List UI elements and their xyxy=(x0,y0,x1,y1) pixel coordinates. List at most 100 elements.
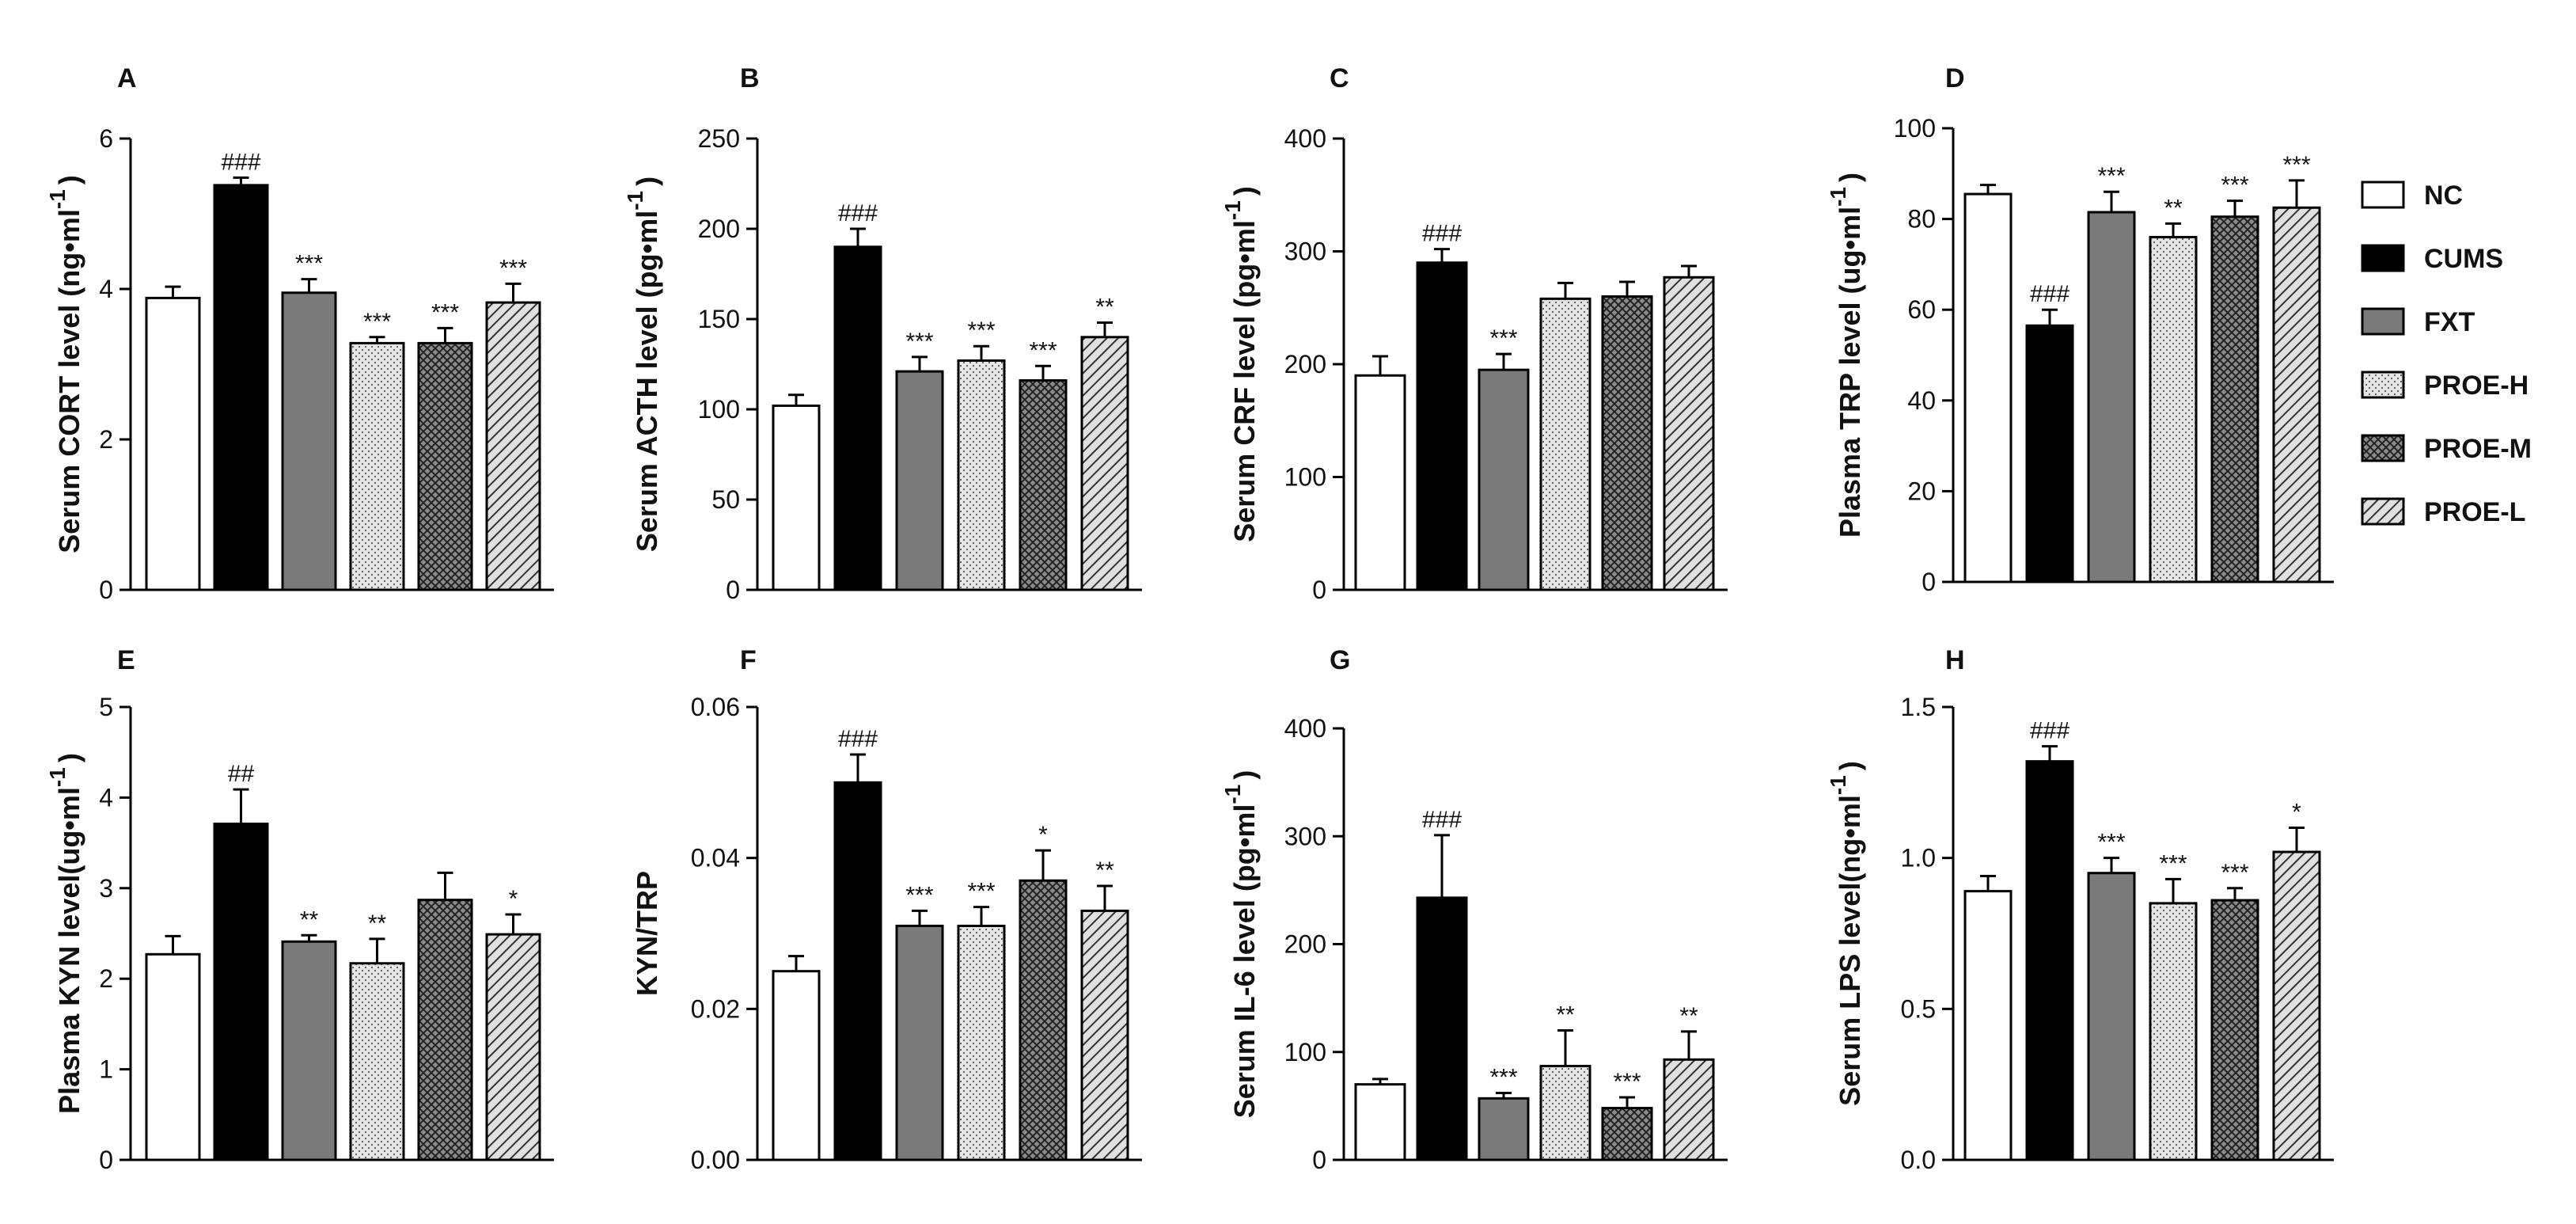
bar-proe-l xyxy=(485,933,541,1161)
bar-proe-l xyxy=(2272,850,2321,1161)
significance-label: ** xyxy=(1556,1002,1575,1028)
significance-label: *** xyxy=(295,251,323,277)
bar-proe-m xyxy=(2210,899,2259,1161)
bar-cums xyxy=(833,245,882,591)
y-axis-title: Serum CORT level (ng•ml-1) xyxy=(45,175,85,553)
bar-fxt xyxy=(895,924,944,1161)
significance-label: ** xyxy=(2164,195,2183,221)
significance-label: *** xyxy=(905,882,933,908)
y-tick-label: 50 xyxy=(711,485,740,514)
panel-label: C xyxy=(1330,63,1349,93)
y-tick-label: 1.5 xyxy=(1901,693,1936,721)
bar-proe-h xyxy=(2149,902,2198,1161)
significance-label: *** xyxy=(2282,152,2310,178)
bar-nc xyxy=(772,970,821,1161)
legend-swatch xyxy=(2361,307,2405,336)
bar-proe-l xyxy=(1663,276,1715,591)
legend-label: PROE-H xyxy=(2424,371,2529,401)
bar-proe-m xyxy=(417,899,473,1161)
y-tick-label: 400 xyxy=(1284,124,1326,153)
bar-nc xyxy=(145,296,201,591)
significance-label: *** xyxy=(905,329,933,355)
significance-label: ** xyxy=(1679,1003,1698,1029)
bar-proe-l xyxy=(2272,206,2321,583)
bar-proe-h xyxy=(2149,236,2198,583)
significance-label: *** xyxy=(499,255,527,281)
bar-proe-l xyxy=(1080,909,1129,1161)
legend-swatch xyxy=(2361,497,2405,526)
legend-item-fxt: FXT xyxy=(2361,307,2475,337)
legend-swatch xyxy=(2361,244,2405,272)
legend-swatch xyxy=(2361,434,2405,462)
bar-proe-m xyxy=(1601,1107,1653,1161)
y-axis-title-main: Serum CRF level (pg•ml xyxy=(1228,220,1261,542)
panel-label: F xyxy=(740,645,757,675)
y-tick-label: 100 xyxy=(698,395,740,424)
bar-nc xyxy=(145,952,201,1161)
panel-label: G xyxy=(1330,645,1350,675)
y-tick-label: 3 xyxy=(99,874,113,903)
legend-swatch xyxy=(2361,371,2405,399)
y-tick-label: 400 xyxy=(1284,714,1326,743)
bar-fxt xyxy=(1478,368,1530,591)
significance-label: * xyxy=(509,886,518,912)
y-tick-label: 0 xyxy=(99,1146,113,1174)
y-axis-title-close: ) xyxy=(631,177,663,186)
legend: NC CUMS FXT PROE-H PROE-M PROE-L xyxy=(2361,181,2532,527)
y-tick-label: 1.0 xyxy=(1901,844,1936,872)
y-axis-title: Plasma TRP level (ug•ml-1) xyxy=(1826,173,1866,538)
panel-c: C ### *** 0 100 200 300 400 Serum CRF level (pg•… xyxy=(1220,63,1728,604)
bar-proe-h xyxy=(349,962,405,1161)
legend-label: FXT xyxy=(2424,307,2475,337)
y-tick-label: 4 xyxy=(99,275,113,303)
y-tick-label: 100 xyxy=(1284,463,1326,492)
y-tick-label: 100 xyxy=(1894,114,1936,143)
bar-cums xyxy=(833,781,882,1161)
y-axis-title-main: Serum ACTH level (pg•ml xyxy=(631,211,663,552)
significance-label: *** xyxy=(2221,860,2248,886)
panel-label: E xyxy=(117,645,135,675)
y-axis-title: KYN/TRP xyxy=(631,871,663,996)
y-axis-title-main: Plasma TRP level (ug•ml xyxy=(1834,207,1866,538)
y-tick-label: 200 xyxy=(1284,930,1326,959)
y-axis-title-superscript: -1 xyxy=(1220,785,1245,804)
bar-proe-h xyxy=(957,924,1006,1161)
significance-label: ### xyxy=(838,726,878,752)
y-axis-title: Serum IL-6 level (pg•ml-1) xyxy=(1220,770,1261,1119)
bar-proe-l xyxy=(1663,1058,1715,1161)
y-tick-label: 300 xyxy=(1284,822,1326,850)
y-axis-title-main: Serum CORT level (ng•ml xyxy=(53,209,85,553)
bar-cums xyxy=(213,823,269,1161)
significance-label: *** xyxy=(2221,173,2248,199)
significance-label: *** xyxy=(2097,830,2125,856)
y-tick-label: 40 xyxy=(1907,386,1936,415)
y-tick-label: 0 xyxy=(1312,1146,1326,1174)
y-axis-title-main: Plasma KYN level(ug•ml xyxy=(53,787,85,1114)
y-tick-label: 80 xyxy=(1907,205,1936,234)
y-tick-label: 150 xyxy=(698,305,740,333)
panel-a: A ### *** *** *** *** 0 2 4 6 Serum CORT level (ng… xyxy=(45,63,554,604)
bar-proe-l xyxy=(1080,336,1129,591)
bar-fxt xyxy=(2087,211,2136,583)
bar-nc xyxy=(772,404,821,591)
y-axis-title-superscript: -1 xyxy=(45,767,70,787)
significance-label: ## xyxy=(228,761,255,787)
significance-label: ** xyxy=(1095,295,1114,321)
significance-label: *** xyxy=(1613,1069,1641,1095)
y-tick-label: 6 xyxy=(99,124,113,153)
y-axis-title-main: Serum LPS level(ng•ml xyxy=(1834,795,1866,1106)
legend-item-cums: CUMS xyxy=(2361,244,2503,274)
legend-swatch xyxy=(2361,181,2405,209)
y-tick-label: 2 xyxy=(99,964,113,993)
y-axis-title-superscript: -1 xyxy=(623,191,647,211)
y-tick-label: 250 xyxy=(698,124,740,153)
significance-label: *** xyxy=(967,879,995,905)
significance-label: ### xyxy=(1422,221,1462,247)
y-axis-title-close: ) xyxy=(1228,770,1261,780)
y-axis-title-close: ) xyxy=(53,753,85,762)
y-axis-title: Serum ACTH level (pg•ml-1) xyxy=(623,177,663,552)
y-axis-title-close: ) xyxy=(53,175,85,184)
